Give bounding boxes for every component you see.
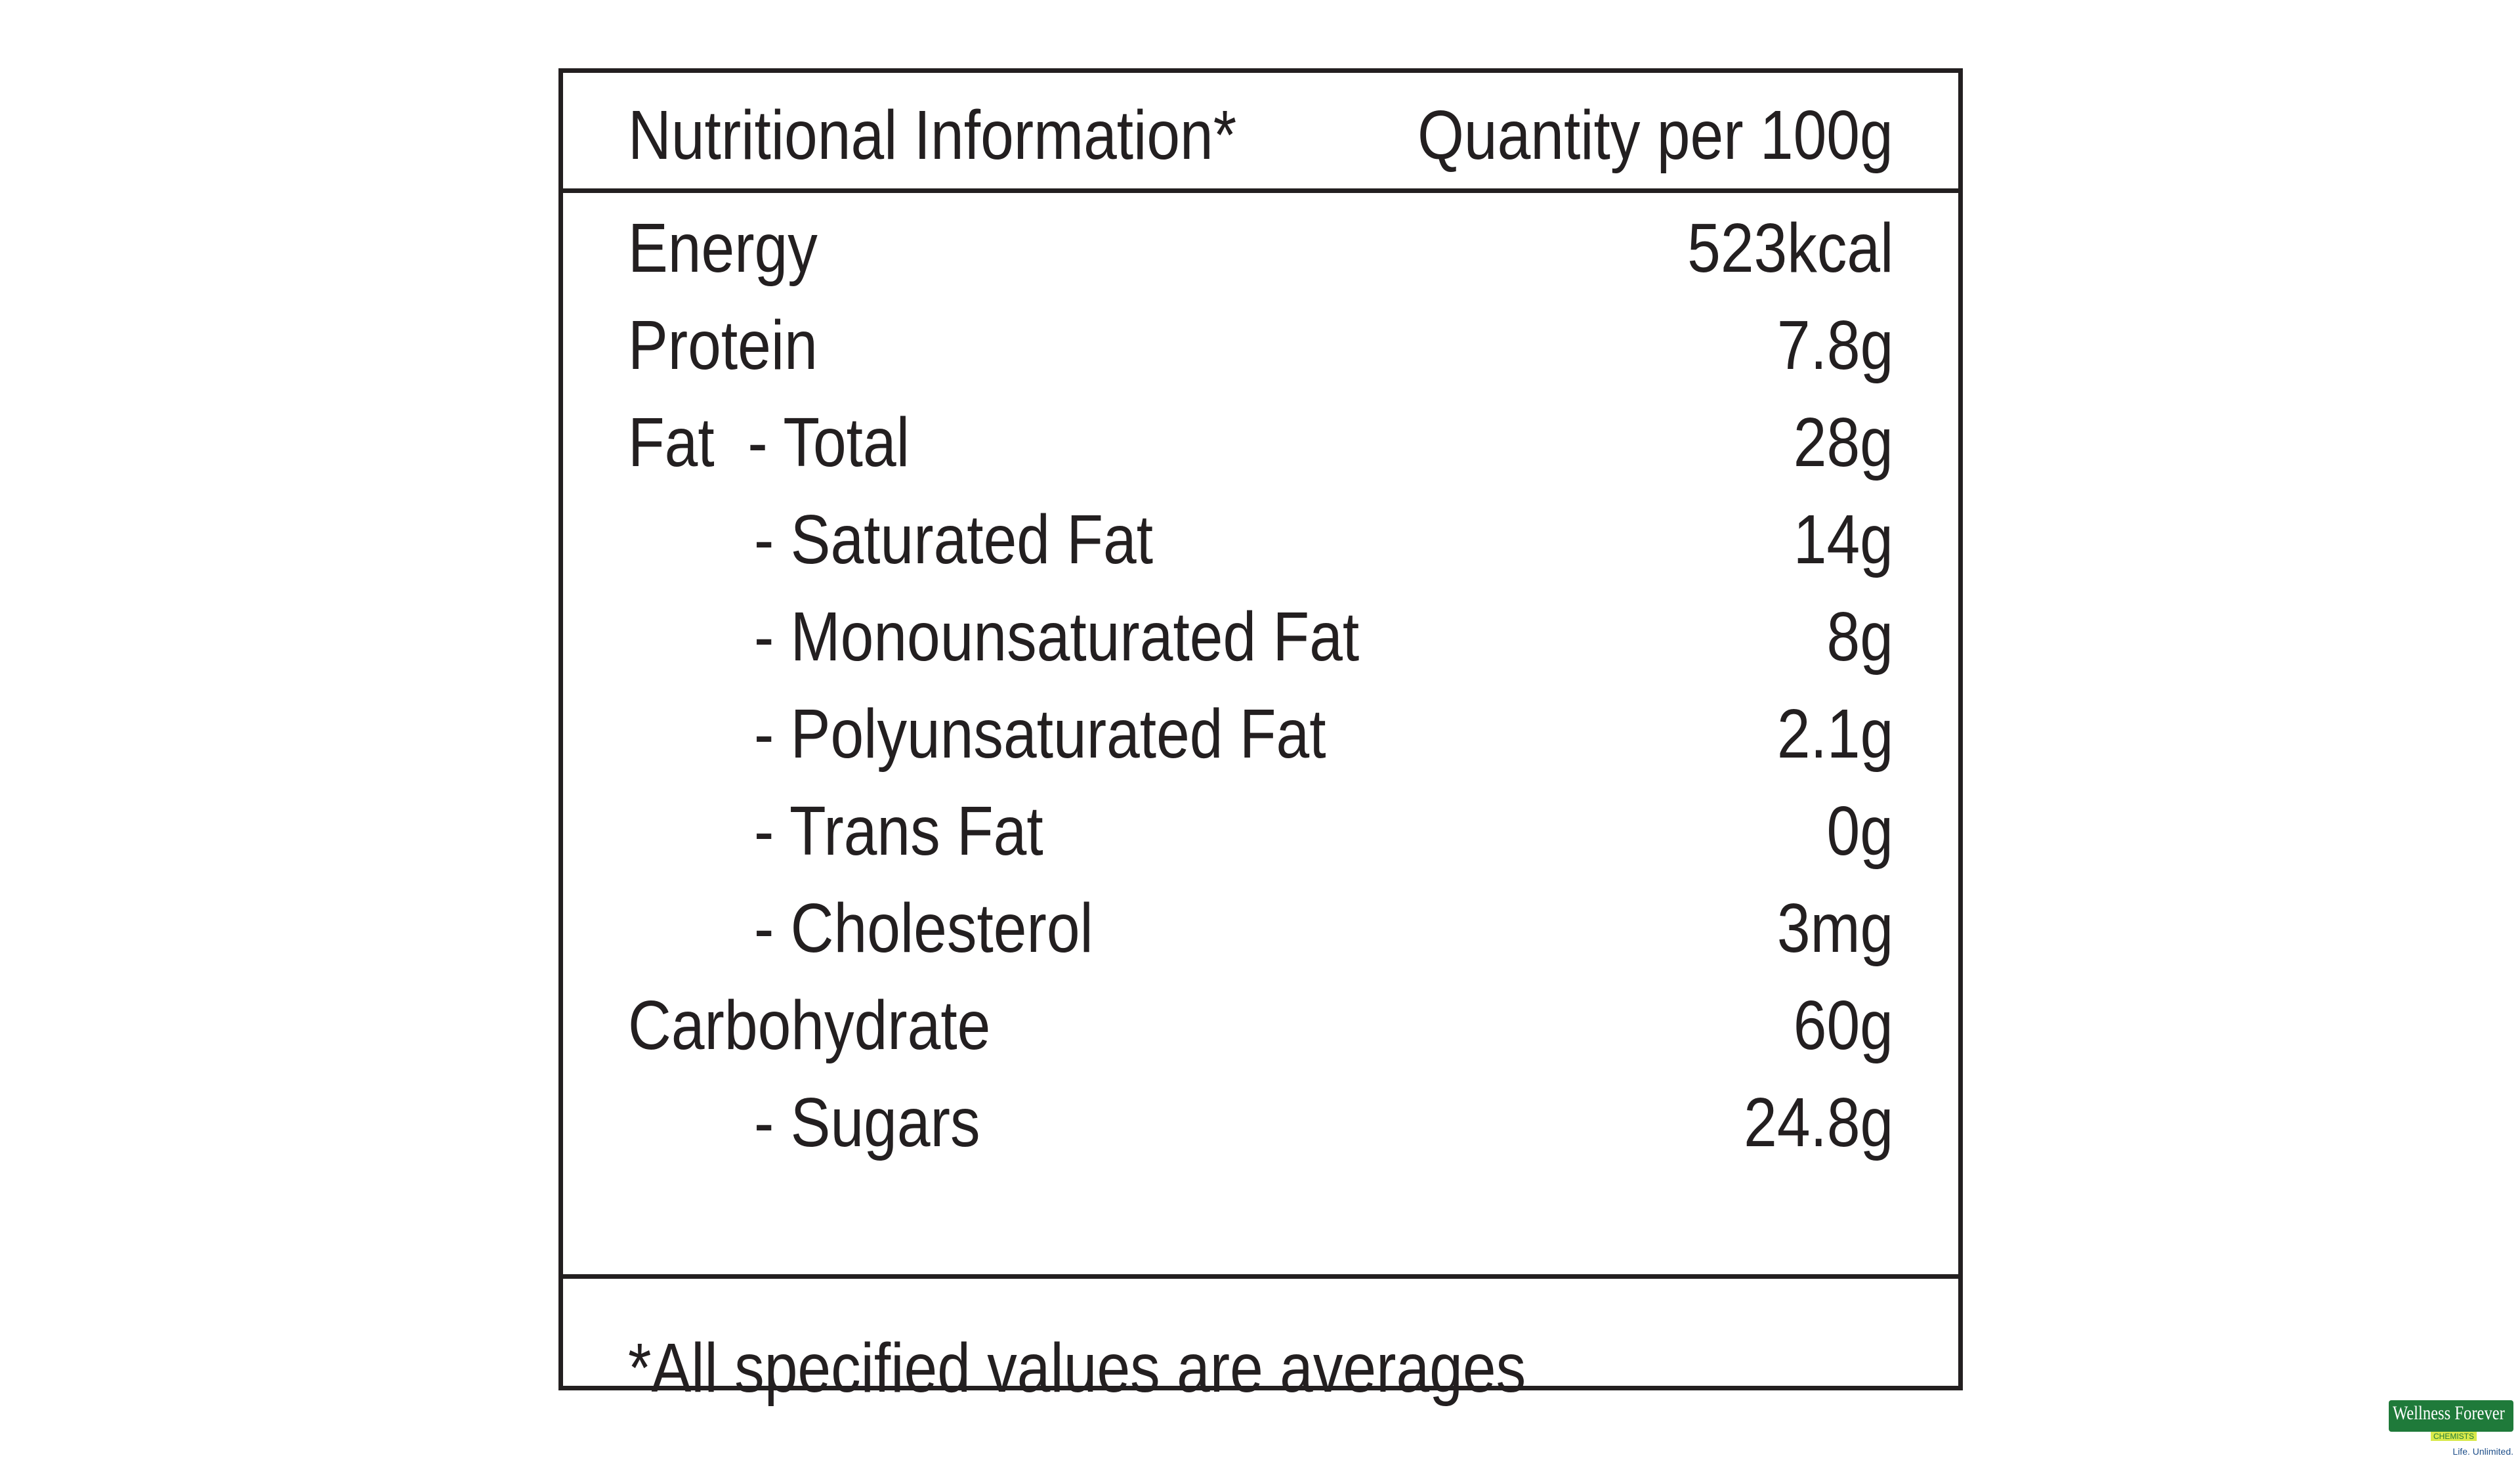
- nutrient-label: - Saturated Fat: [754, 501, 1154, 578]
- row-energy: Energy 523kcal: [563, 200, 1958, 297]
- nutrient-value: 2.1g: [1776, 695, 1893, 773]
- footnote: *All specified values are averages: [628, 1329, 1526, 1407]
- nutrient-label: Protein: [628, 307, 818, 384]
- logo-badge: Wellness Forever: [2389, 1400, 2513, 1432]
- nutrient-label: - Polyunsaturated Fat: [754, 695, 1326, 773]
- nutrient-value: 60g: [1793, 987, 1893, 1064]
- row-trans-fat: - Trans Fat 0g: [563, 783, 1958, 880]
- row-saturated-fat: - Saturated Fat 14g: [563, 491, 1958, 588]
- row-carbohydrate: Carbohydrate 60g: [563, 977, 1958, 1074]
- row-protein: Protein 7.8g: [563, 297, 1958, 394]
- logo-tagline: Life. Unlimited.: [2452, 1446, 2513, 1457]
- nutrient-label: Energy: [628, 209, 818, 287]
- header-quantity-per-100g: Quantity per 100g: [1418, 96, 1893, 174]
- nutrition-table: Nutritional Information* Quantity per 10…: [558, 68, 1963, 1407]
- header-nutritional-information: Nutritional Information*: [628, 96, 1237, 174]
- row-cholesterol: - Cholesterol 3mg: [563, 880, 1958, 977]
- logo-subtitle: CHEMISTS: [2431, 1432, 2477, 1441]
- nutrient-label: Carbohydrate: [628, 987, 991, 1064]
- nutrient-rows: Energy 523kcal Protein 7.8g Fat - Total …: [563, 193, 1958, 1279]
- nutrient-value: 7.8g: [1776, 307, 1893, 384]
- nutrient-label: - Trans Fat: [754, 792, 1043, 870]
- nutrient-value: 523kcal: [1687, 209, 1893, 287]
- nutrient-value: 28g: [1793, 404, 1893, 481]
- table-header: Nutritional Information* Quantity per 10…: [563, 73, 1958, 193]
- wellness-forever-logo: Wellness Forever CHEMISTS Life. Unlimite…: [2389, 1400, 2513, 1458]
- nutrient-value: 3mg: [1776, 890, 1893, 967]
- row-fat-total: Fat - Total 28g: [563, 394, 1958, 491]
- nutrient-value: 14g: [1793, 501, 1893, 578]
- nutrient-value: 8g: [1826, 598, 1893, 675]
- row-sugars: - Sugars 24.8g: [563, 1074, 1958, 1171]
- nutrient-value: 0g: [1826, 792, 1893, 870]
- table-footer: *All specified values are averages: [563, 1279, 1958, 1407]
- row-monounsaturated-fat: - Monounsaturated Fat 8g: [563, 588, 1958, 685]
- nutrient-label: Fat - Total: [628, 404, 910, 481]
- nutrient-label: - Monounsaturated Fat: [754, 598, 1360, 675]
- nutrient-label: - Cholesterol: [754, 890, 1093, 967]
- nutrient-label: - Sugars: [754, 1084, 980, 1161]
- nutrient-value: 24.8g: [1743, 1084, 1893, 1161]
- logo-name: Wellness Forever: [2393, 1402, 2505, 1424]
- row-polyunsaturated-fat: - Polyunsaturated Fat 2.1g: [563, 685, 1958, 783]
